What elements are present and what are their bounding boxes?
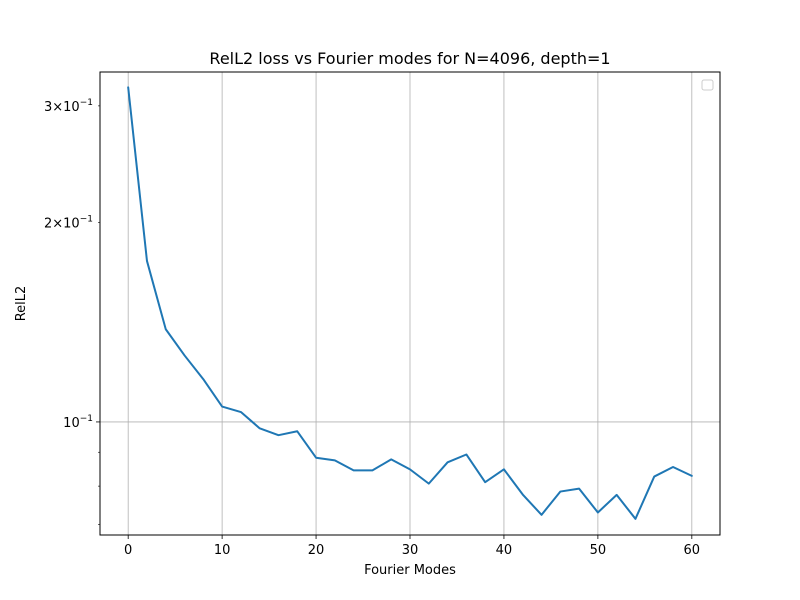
y-axis-label: RelL2 (14, 286, 29, 322)
grid-lines (100, 72, 720, 535)
x-tick-label: 40 (496, 543, 513, 558)
x-tick-label: 0 (124, 543, 132, 558)
x-axis-label: Fourier Modes (364, 563, 456, 578)
y-tick-label: 2×10−1 (44, 215, 93, 232)
series-layer (127, 86, 693, 520)
legend-box (701, 79, 714, 91)
x-tick-label: 50 (590, 543, 607, 558)
x-tick-label: 10 (214, 543, 231, 558)
y-tick-label: 3×10−1 (44, 98, 93, 115)
x-axis-ticks: 0 10 20 30 40 50 60 (124, 535, 700, 558)
x-tick-label: 20 (308, 543, 325, 558)
series-line (127, 86, 693, 520)
x-tick-label: 60 (684, 543, 701, 558)
y-axis-ticks: 10−1 2×10−1 3×10−1 (44, 98, 100, 525)
x-tick-label: 30 (402, 543, 419, 558)
chart-title: RelL2 loss vs Fourier modes for N=4096, … (209, 49, 610, 68)
y-tick-label: 10−1 (63, 414, 93, 431)
